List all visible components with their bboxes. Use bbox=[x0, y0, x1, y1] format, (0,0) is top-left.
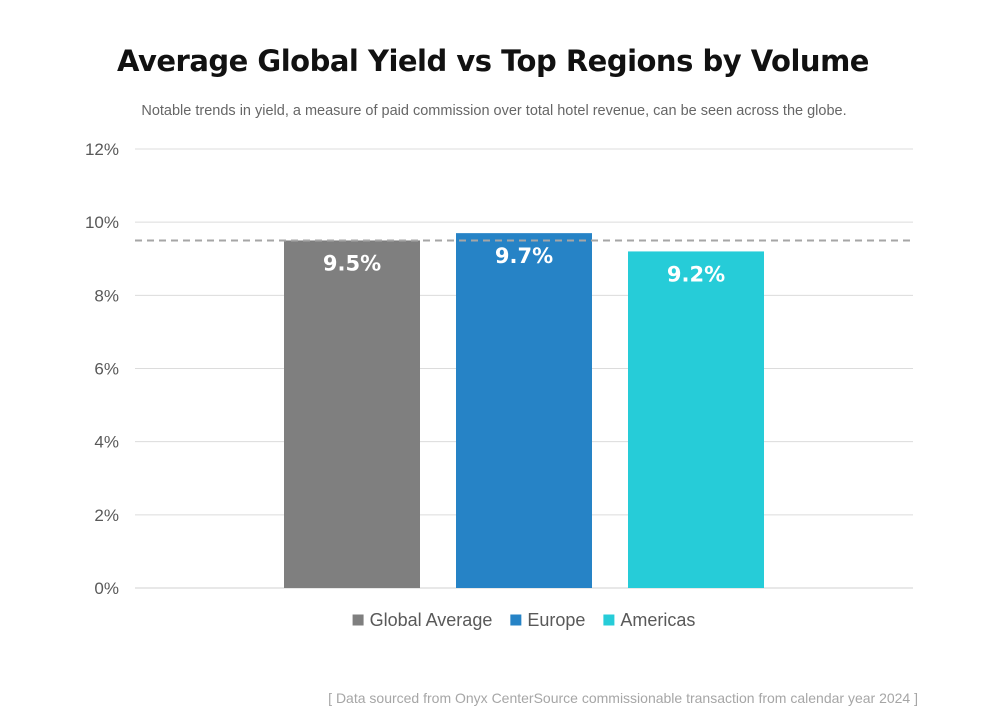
y-tick-label: 4% bbox=[94, 433, 119, 452]
y-tick-label: 10% bbox=[85, 213, 119, 232]
y-tick-label: 0% bbox=[94, 579, 119, 598]
legend-label: Americas bbox=[620, 610, 695, 630]
y-tick-label: 2% bbox=[94, 506, 119, 525]
chart-subtitle: Notable trends in yield, a measure of pa… bbox=[141, 103, 847, 119]
legend-swatch bbox=[603, 614, 615, 626]
bar bbox=[628, 251, 764, 588]
bar bbox=[456, 233, 592, 588]
data-label: 9.5% bbox=[323, 251, 381, 275]
y-tick-label: 8% bbox=[94, 286, 119, 305]
chart-title: Average Global Yield vs Top Regions by V… bbox=[117, 44, 869, 78]
legend-swatch bbox=[352, 614, 364, 626]
y-tick-label: 12% bbox=[85, 140, 119, 159]
bar bbox=[284, 240, 420, 589]
data-label: 9.2% bbox=[667, 262, 725, 286]
data-source-footnote: [ Data sourced from Onyx CenterSource co… bbox=[328, 690, 918, 706]
legend-label: Global Average bbox=[370, 610, 493, 630]
y-tick-label: 6% bbox=[94, 360, 119, 379]
legend-swatch bbox=[510, 614, 522, 626]
data-label: 9.7% bbox=[495, 244, 553, 268]
legend-label: Europe bbox=[527, 610, 585, 630]
